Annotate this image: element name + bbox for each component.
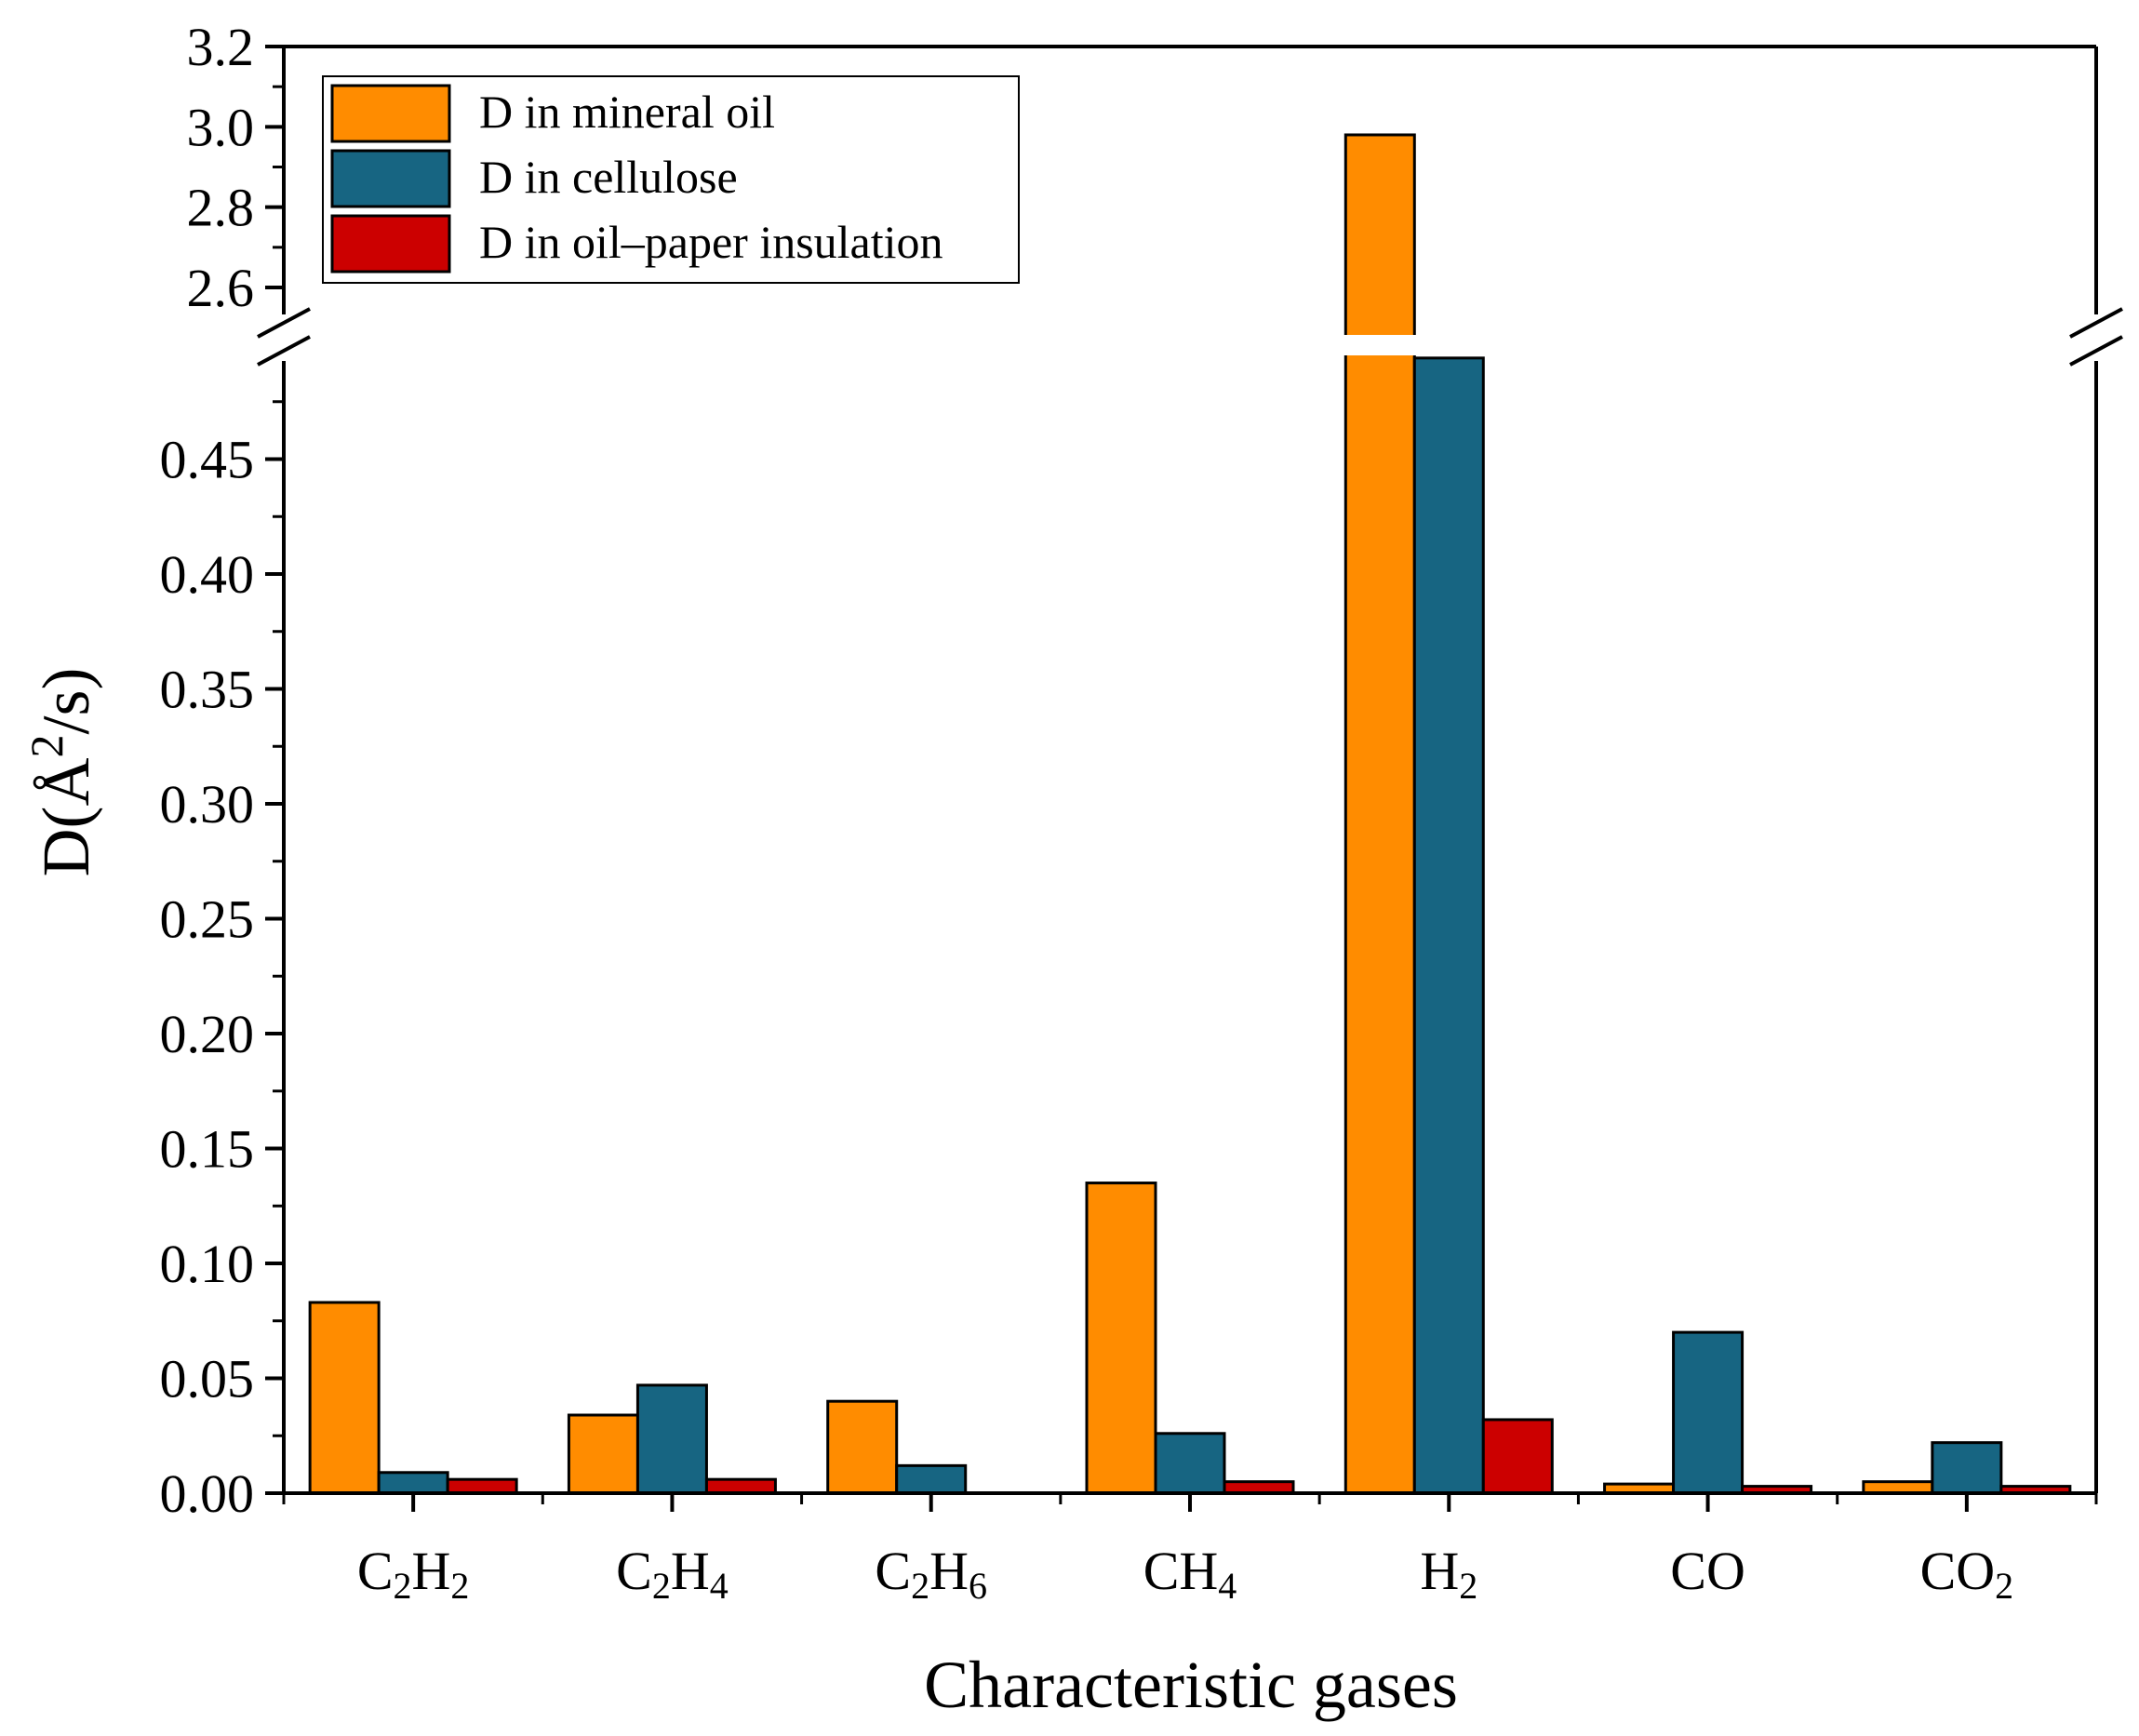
bar-d-in-cellulose-co	[1672, 1330, 1745, 1495]
bar-d-in-oil-paper-insulation-h2	[1481, 1418, 1554, 1495]
bar-d-in-oil-paper-insulation-c2h4	[704, 1477, 777, 1495]
bar-d-in-oil-paper-insulation-c2h2	[446, 1477, 518, 1495]
bar-d-in-mineral-oil-h2-upper	[1344, 133, 1416, 340]
x-tick-label-co: CO	[1670, 1541, 1745, 1601]
legend-label-d-in-mineral-oil: D in mineral oil	[479, 86, 775, 138]
y-tick-label: 2.6	[187, 258, 255, 318]
x-tick-labels: C2H2 C2H4 C2H6 CH4 H2 CO CO2	[282, 1493, 2098, 1607]
y-tick-label: 0.30	[160, 774, 255, 835]
bar-d-in-mineral-oil-ch4	[1085, 1182, 1157, 1495]
y-tick-label: 0.15	[160, 1119, 255, 1180]
y-tick-label: 2.8	[187, 178, 255, 238]
y-tick-label: 3.2	[187, 17, 255, 77]
bar-d-in-cellulose-ch4	[1154, 1432, 1226, 1495]
y-tick-label: 0.25	[160, 889, 255, 950]
bar-d-in-cellulose-h2	[1412, 356, 1485, 1495]
legend-label-d-in-oil-paper-insulation: D in oil–paper insulation	[479, 216, 943, 268]
bar-d-in-mineral-oil-c2h4	[567, 1413, 639, 1495]
bar-d-in-cellulose-c2h6	[895, 1463, 968, 1495]
y-axis-break-mark	[257, 335, 311, 367]
x-tick-label-c2h6: C2H6	[875, 1541, 987, 1607]
y-axis-label: D(Å2/s)	[20, 668, 103, 877]
bar-d-in-mineral-oil-h2-lower	[1344, 340, 1416, 1495]
bar-break-gap	[1343, 335, 1418, 355]
x-axis-title: Characteristic gases	[924, 1648, 1458, 1722]
ticks-layer: 0.00 0.05 0.10 0.15 0.20 0.25 0.30 0.35 0.40 0.45…	[160, 17, 284, 1524]
y-tick-label: 0.20	[160, 1004, 255, 1064]
bar-d-in-mineral-oil-c2h6	[826, 1399, 899, 1495]
y-tick-label: 0.00	[160, 1463, 255, 1524]
x-tick-label-ch4: CH4	[1143, 1541, 1237, 1607]
y-tick-label: 0.05	[160, 1349, 255, 1409]
x-tick-label-c2h2: C2H2	[357, 1541, 470, 1607]
y-axis-title: D(Å2/s)	[20, 668, 103, 877]
right-axis-break-mark	[2069, 307, 2123, 339]
bar-d-in-mineral-oil-c2h2	[308, 1301, 381, 1495]
legend-label-d-in-cellulose: D in cellulose	[479, 151, 738, 203]
legend-swatch-d-in-oil-paper-insulation	[330, 214, 451, 274]
bar-d-in-cellulose-c2h4	[635, 1383, 708, 1495]
y-tick-label: 0.10	[160, 1234, 255, 1294]
right-axis-break-mark	[2069, 335, 2123, 367]
x-tick-label-c2h4: C2H4	[616, 1541, 729, 1607]
bars-layer	[308, 133, 2072, 1495]
legend-swatch-d-in-cellulose	[330, 149, 451, 208]
y-tick-label: 0.40	[160, 544, 255, 605]
legend: D in mineral oil D in cellulose D in oil–p…	[322, 75, 1020, 284]
x-tick-label-co2: CO2	[1920, 1541, 2014, 1607]
x-tick-label-h2: H2	[1420, 1541, 1477, 1607]
y-tick-label: 0.35	[160, 660, 255, 720]
y-tick-label: 0.45	[160, 430, 255, 490]
bar-d-in-cellulose-c2h2	[377, 1471, 449, 1495]
bar-d-in-cellulose-co2	[1931, 1441, 2003, 1495]
y-tick-label: 3.0	[187, 97, 255, 157]
legend-swatch-d-in-mineral-oil	[330, 84, 451, 143]
y-axis-break-mark	[257, 307, 311, 339]
